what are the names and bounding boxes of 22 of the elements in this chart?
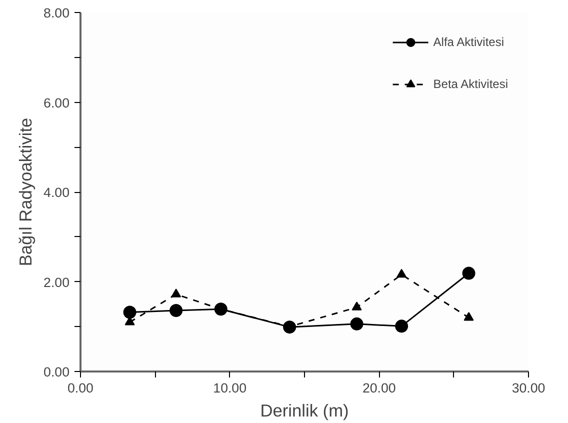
point	[171, 288, 182, 298]
x-tick-label: 10.00	[213, 380, 247, 396]
point	[352, 302, 362, 310]
legend-label: Beta Aktivitesi	[433, 77, 508, 91]
legend-label: Alfa Aktivitesi	[433, 35, 504, 49]
point	[462, 266, 476, 280]
y-tick-label: 6.00	[44, 95, 70, 110]
point	[395, 320, 408, 333]
point	[170, 304, 183, 317]
y-tick-label: 0.00	[44, 364, 70, 380]
point	[396, 268, 407, 278]
point	[350, 317, 364, 330]
x-tick-label: 0.00	[68, 380, 94, 396]
x-tick-label: 30.00	[512, 380, 546, 396]
y-tick-label: 8.00	[44, 6, 70, 20]
x-axis-title: Derinlik (m)	[260, 400, 349, 420]
point	[123, 306, 136, 319]
y-tick-label: 4.00	[44, 185, 70, 200]
y-tick-label: 2.00	[44, 274, 70, 290]
y-axis-title: Bağıl Radyoaktivite	[16, 118, 36, 266]
x-tick-label: 20.00	[362, 380, 396, 396]
point	[464, 312, 474, 321]
